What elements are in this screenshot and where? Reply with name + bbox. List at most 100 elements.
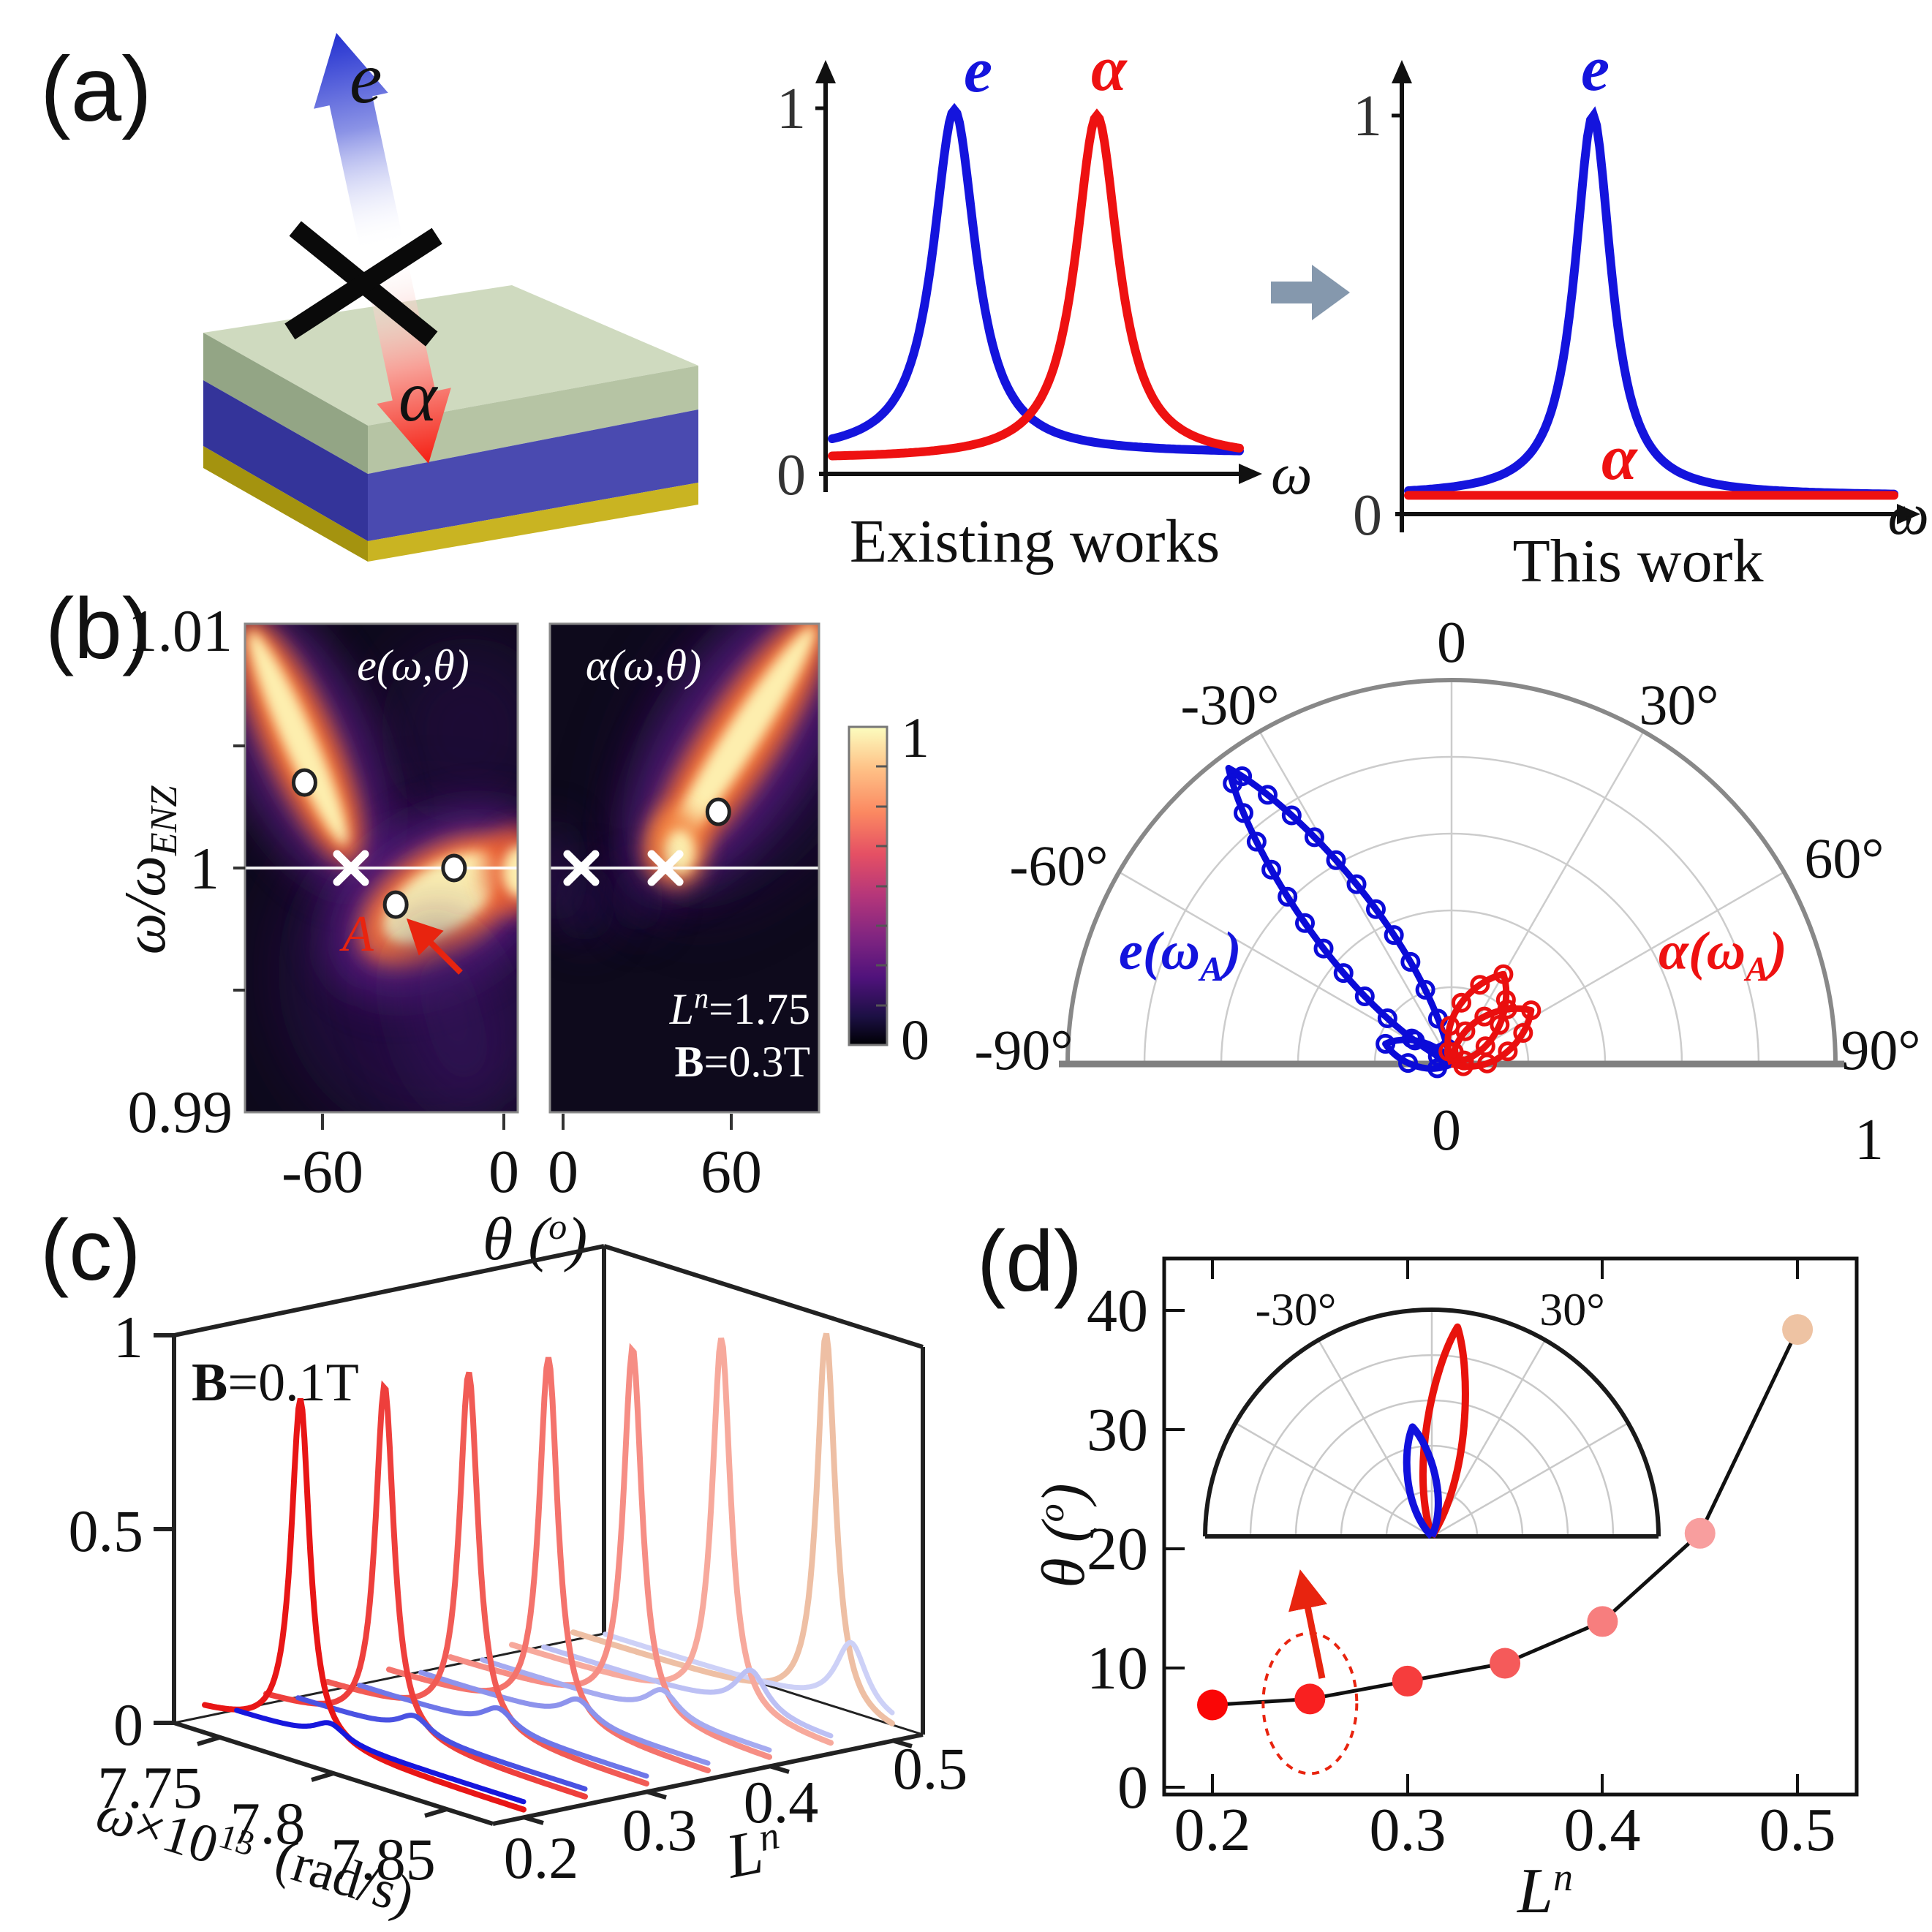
- L-tick-03-label: 0.3: [622, 1797, 698, 1863]
- lobe-marker: [1498, 1041, 1518, 1062]
- floor-front-right-edge: [492, 1732, 924, 1826]
- circle-marker: [291, 768, 317, 797]
- waterfall-condition-B: B=0.1T: [192, 1353, 359, 1413]
- d-inset-lobes: [1403, 1323, 1469, 1539]
- d-ylabel-degree: o: [1030, 1503, 1071, 1522]
- panel-a-label: (a): [40, 39, 152, 140]
- curve-e: [1404, 106, 1898, 499]
- polar-alpha-label-post: ): [1765, 921, 1787, 981]
- polar-e-label-sub: A: [1198, 950, 1223, 989]
- d-y40-label: 40: [1087, 1277, 1148, 1345]
- lobe-marker: [1398, 1053, 1419, 1073]
- condition-Ln: Ln=1.75: [669, 981, 810, 1033]
- polar-alpha-label-sub: A: [1743, 950, 1769, 989]
- polar-grid: [1059, 678, 1844, 1068]
- polar-alpha-label: α(ωA): [1659, 921, 1787, 989]
- heatmap-alpha-markers: [563, 797, 731, 886]
- heatmap-e-edge-hotspot: [483, 826, 518, 914]
- y-tick-0-label: 0: [1353, 483, 1382, 548]
- alpha-curve-label: α: [1601, 423, 1638, 494]
- lobe-marker: [1313, 938, 1334, 959]
- wlabel-times10: ×10: [127, 1794, 225, 1876]
- lobe-marker: [1513, 1022, 1533, 1043]
- xlabel-degree: o: [548, 1206, 567, 1247]
- point-A-arrow: [406, 918, 463, 975]
- panel-d: (d) 40 30 20 10 0 0.2 0.3 0.4 0.5 Ln θ (…: [977, 1213, 1859, 1927]
- waterfall-curve: [234, 1708, 527, 1805]
- this-work-plot: 1 0 ω e α This work: [1353, 34, 1929, 595]
- emission-arrow-label: e: [350, 37, 382, 118]
- y-tick-top-label: 1.01: [128, 597, 233, 664]
- lobe-marker: [1453, 1056, 1473, 1076]
- heatmap-x-axis-label: θ (o): [483, 1205, 587, 1273]
- e-curve-label: e: [964, 35, 992, 106]
- L-tick-05: [891, 1738, 913, 1748]
- heatmap-e-streak-core: [248, 631, 349, 846]
- colorbar-max-label: 1: [901, 706, 929, 769]
- alpha-curve-label: α: [1091, 34, 1128, 105]
- colorbar-ticks: [876, 765, 887, 1007]
- polar-m30-label: -30°: [1180, 673, 1279, 736]
- w-tick-775: [197, 1735, 220, 1746]
- lobe-marker: [1470, 975, 1490, 995]
- x-tick-60-label: 60: [701, 1138, 762, 1206]
- d-data-point: [1782, 1314, 1814, 1346]
- lobe-marker: [1365, 899, 1386, 919]
- circle-marker: [382, 890, 409, 919]
- lobe-marker: [1451, 992, 1471, 1013]
- lobe-marker: [1384, 925, 1404, 946]
- slab-front-right-blue: [368, 410, 698, 541]
- d-data-point: [1684, 1517, 1716, 1549]
- polar-e-label-pre: e(ω: [1119, 921, 1200, 981]
- polar-lobe: [1444, 970, 1510, 1068]
- waterfall-curve: [509, 1337, 834, 1746]
- d-inset-p30-label: 30°: [1539, 1283, 1605, 1335]
- slab-front-right-yellow: [368, 483, 698, 562]
- z-tick-05-label: 0.5: [69, 1498, 144, 1564]
- d-data-series: [1197, 1314, 1814, 1776]
- polar-lobe: [1419, 1323, 1469, 1539]
- lobe-marker: [1354, 986, 1375, 1007]
- waterfall-curve: [295, 1695, 588, 1792]
- lobe-marker: [1377, 1008, 1397, 1029]
- d-inset-pointer-arrow: [1288, 1569, 1327, 1679]
- d-ylabel-post: ): [1030, 1483, 1098, 1506]
- slab-front-right-green: [368, 366, 698, 474]
- ylabel-subscript: ENZ: [143, 785, 185, 856]
- x-tick-0l-label: 0: [488, 1138, 519, 1206]
- waterfall-curve: [448, 1343, 772, 1760]
- lobe-marker: [1405, 1030, 1425, 1051]
- L-tick-04-label: 0.4: [744, 1769, 819, 1835]
- e-curve-label: e: [1581, 34, 1610, 105]
- d-ylabel-pre: θ (: [1030, 1518, 1098, 1588]
- waterfall-curve: [541, 1644, 834, 1739]
- y-tick-1-label: 1: [1353, 84, 1382, 148]
- polar-plot: 0 -30° 30° -60° 60° -90° 90° 0 1 e(ωA) α…: [974, 611, 1920, 1172]
- y-tick-bot-label: 0.99: [128, 1079, 233, 1145]
- slab-front-left-yellow: [203, 446, 368, 562]
- slab-front-left-blue: [203, 380, 368, 541]
- d-y-axis-label: θ (o): [1030, 1483, 1098, 1588]
- y-axis-arrowhead: [815, 60, 836, 83]
- curve-α: [828, 108, 1244, 461]
- w-tick-785: [424, 1807, 448, 1818]
- waterfall-curve: [480, 1657, 772, 1753]
- d-data-point: [1490, 1648, 1521, 1679]
- polar-m60-label: -60°: [1009, 834, 1108, 897]
- x-tick-m60-label: -60: [282, 1138, 363, 1206]
- this-work-caption: This work: [1513, 527, 1764, 595]
- heatmap-alpha-border: [548, 622, 820, 1114]
- L-tick-05-label: 0.5: [893, 1735, 968, 1802]
- polar-r1-label: 1: [1854, 1108, 1884, 1172]
- heatmap-y-axis-label: ω/ωENZ: [113, 785, 185, 955]
- polar-lobe: [1403, 1423, 1442, 1539]
- heatmap-alpha-streak-core: [665, 626, 815, 854]
- w-tick-78: [311, 1771, 334, 1782]
- waterfall-curve: [325, 1371, 649, 1786]
- existing-works-plot: 1 0 ω e α Existing works: [777, 34, 1312, 576]
- existing-works-caption: Existing works: [850, 507, 1220, 576]
- d-ticks: [1164, 1259, 1799, 1795]
- polar-r0-label: 0: [1432, 1098, 1461, 1163]
